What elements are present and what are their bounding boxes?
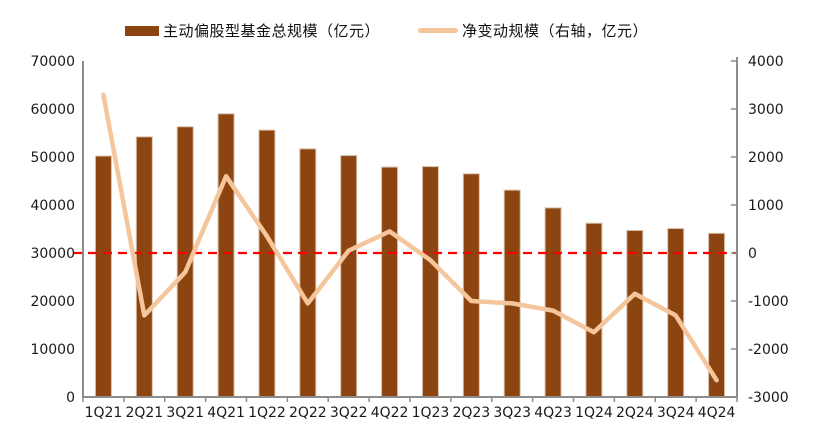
y-left-tick-label: 0	[66, 390, 75, 406]
legend-item-net-change: 净变动规模（右轴，亿元）	[418, 20, 648, 41]
x-tick-label: 4Q21	[207, 405, 245, 421]
y-right-tick-label: -2000	[748, 342, 789, 358]
bar-4Q23	[544, 207, 562, 398]
y-left-tick-label: 70000	[30, 54, 75, 70]
y-right-tick-label: -1000	[748, 294, 789, 310]
x-tick-label: 3Q24	[657, 405, 695, 421]
x-tick-label: 3Q23	[493, 405, 531, 421]
legend-label-net-change: 净变动规模（右轴，亿元）	[462, 23, 649, 40]
bar-1Q24	[585, 222, 603, 398]
y-left-tick-label: 20000	[30, 294, 75, 310]
x-tick-label: 3Q21	[166, 405, 204, 421]
legend-label-total-scale: 主动偏股型基金总规模（亿元）	[163, 23, 381, 40]
y-left-tick-label: 40000	[30, 198, 75, 214]
bar-1Q23	[421, 166, 439, 398]
y-right-tick-label: -3000	[748, 390, 789, 406]
y-left-tick-label: 10000	[30, 342, 75, 358]
legend-item-total-scale: 主动偏股型基金总规模（亿元）	[125, 20, 380, 41]
bar-series-swatch-icon	[125, 25, 159, 36]
y-right-tick-label: 3000	[748, 102, 784, 118]
y-right-tick-label: 2000	[748, 150, 784, 166]
x-tick-label: 1Q21	[85, 405, 123, 421]
x-tick-label: 2Q22	[289, 405, 327, 421]
x-tick-label: 4Q24	[698, 405, 736, 421]
line-series-swatch-icon	[418, 28, 459, 33]
y-right-tick-label: 1000	[748, 198, 784, 214]
bar-4Q21	[217, 113, 235, 398]
bar-1Q22	[258, 129, 276, 398]
x-tick-label: 3Q22	[330, 405, 368, 421]
chart-legend: 主动偏股型基金总规模（亿元） 净变动规模（右轴，亿元）	[125, 20, 648, 41]
x-tick-label: 2Q24	[616, 405, 654, 421]
net-change-line	[101, 92, 719, 383]
x-tick-label: 2Q21	[125, 405, 163, 421]
y-left-tick-label: 60000	[30, 102, 75, 118]
x-tick-label: 1Q23	[412, 405, 450, 421]
y-left-tick-label: 50000	[30, 150, 75, 166]
x-tick-label: 1Q22	[248, 405, 286, 421]
bar-4Q22	[381, 166, 399, 398]
bar-2Q23	[462, 173, 480, 398]
x-tick-label: 2Q23	[452, 405, 490, 421]
y-right-tick-label: 0	[748, 246, 757, 262]
x-tick-label: 1Q24	[575, 405, 613, 421]
bar-1Q21	[94, 155, 112, 398]
bar-2Q21	[135, 136, 153, 398]
bar-2Q22	[299, 148, 317, 398]
bar-3Q23	[503, 189, 521, 398]
bar-2Q24	[626, 229, 644, 398]
bar-3Q22	[340, 155, 358, 398]
y-right-tick-label: 4000	[748, 54, 784, 70]
x-tick-label: 4Q22	[371, 405, 409, 421]
y-left-tick-label: 30000	[30, 246, 75, 262]
x-tick-label: 4Q23	[534, 405, 572, 421]
